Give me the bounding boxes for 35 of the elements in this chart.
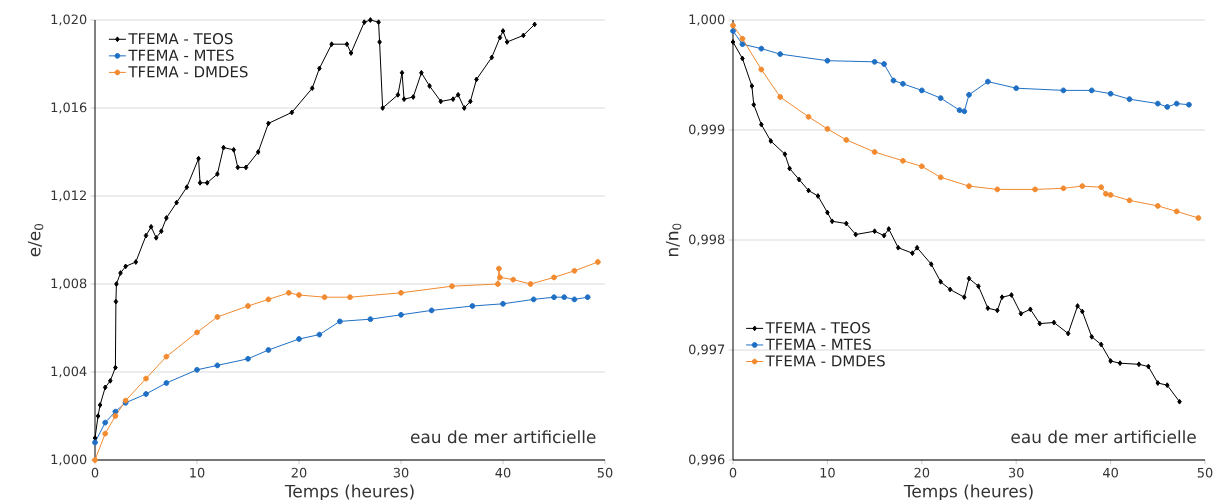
x-tick-label: 0: [91, 467, 99, 478]
legend-label: TFEMA - DMDES: [128, 66, 248, 78]
annotation: eau de mer artificielle: [410, 430, 596, 444]
x-axis-title: Temps (heures): [903, 484, 1033, 500]
legend-label: TFEMA - TEOS: [765, 322, 870, 334]
y-tick-label: 1,004: [51, 366, 87, 378]
x-tick-label: 0: [729, 467, 737, 478]
x-tick-label: 40: [1102, 467, 1118, 478]
y-tick-label: 1,000: [51, 454, 87, 466]
x-tick-label: 20: [291, 467, 307, 478]
legend-label: TFEMA - TEOS: [128, 32, 233, 45]
legend-label: TFEMA - MTES: [128, 49, 234, 61]
y-tick-label: 0,996: [689, 454, 725, 466]
x-tick-label: 10: [190, 467, 205, 478]
x-tick-label: 50: [597, 467, 613, 478]
y-tick-label: 1,008: [51, 278, 87, 290]
y-axis-title: e/e$_{0}$: [27, 224, 44, 257]
annotation: eau de mer artificielle: [1011, 430, 1196, 444]
x-tick-label: 30: [393, 467, 409, 478]
legend-label: TFEMA - MTES: [765, 338, 871, 350]
y-tick-label: 1,000: [689, 14, 725, 26]
x-axis-title: Temps (heures): [284, 484, 414, 500]
y-tick-label: 0,998: [689, 234, 725, 246]
y-axis-title: n/n$_{0}$: [665, 223, 682, 257]
x-tick-label: 30: [1008, 467, 1024, 478]
y-tick-label: 1,012: [51, 190, 86, 202]
x-tick-label: 20: [914, 467, 930, 478]
x-tick-label: 40: [495, 467, 511, 478]
y-tick-label: 1,016: [51, 102, 87, 114]
legend-label: TFEMA - DMDES: [765, 355, 885, 367]
y-tick-label: 0,997: [689, 344, 725, 356]
y-tick-label: 0,999: [689, 124, 725, 136]
x-tick-label: 50: [1197, 467, 1213, 478]
x-tick-label: 10: [820, 467, 835, 478]
y-tick-label: 1,020: [51, 14, 87, 26]
